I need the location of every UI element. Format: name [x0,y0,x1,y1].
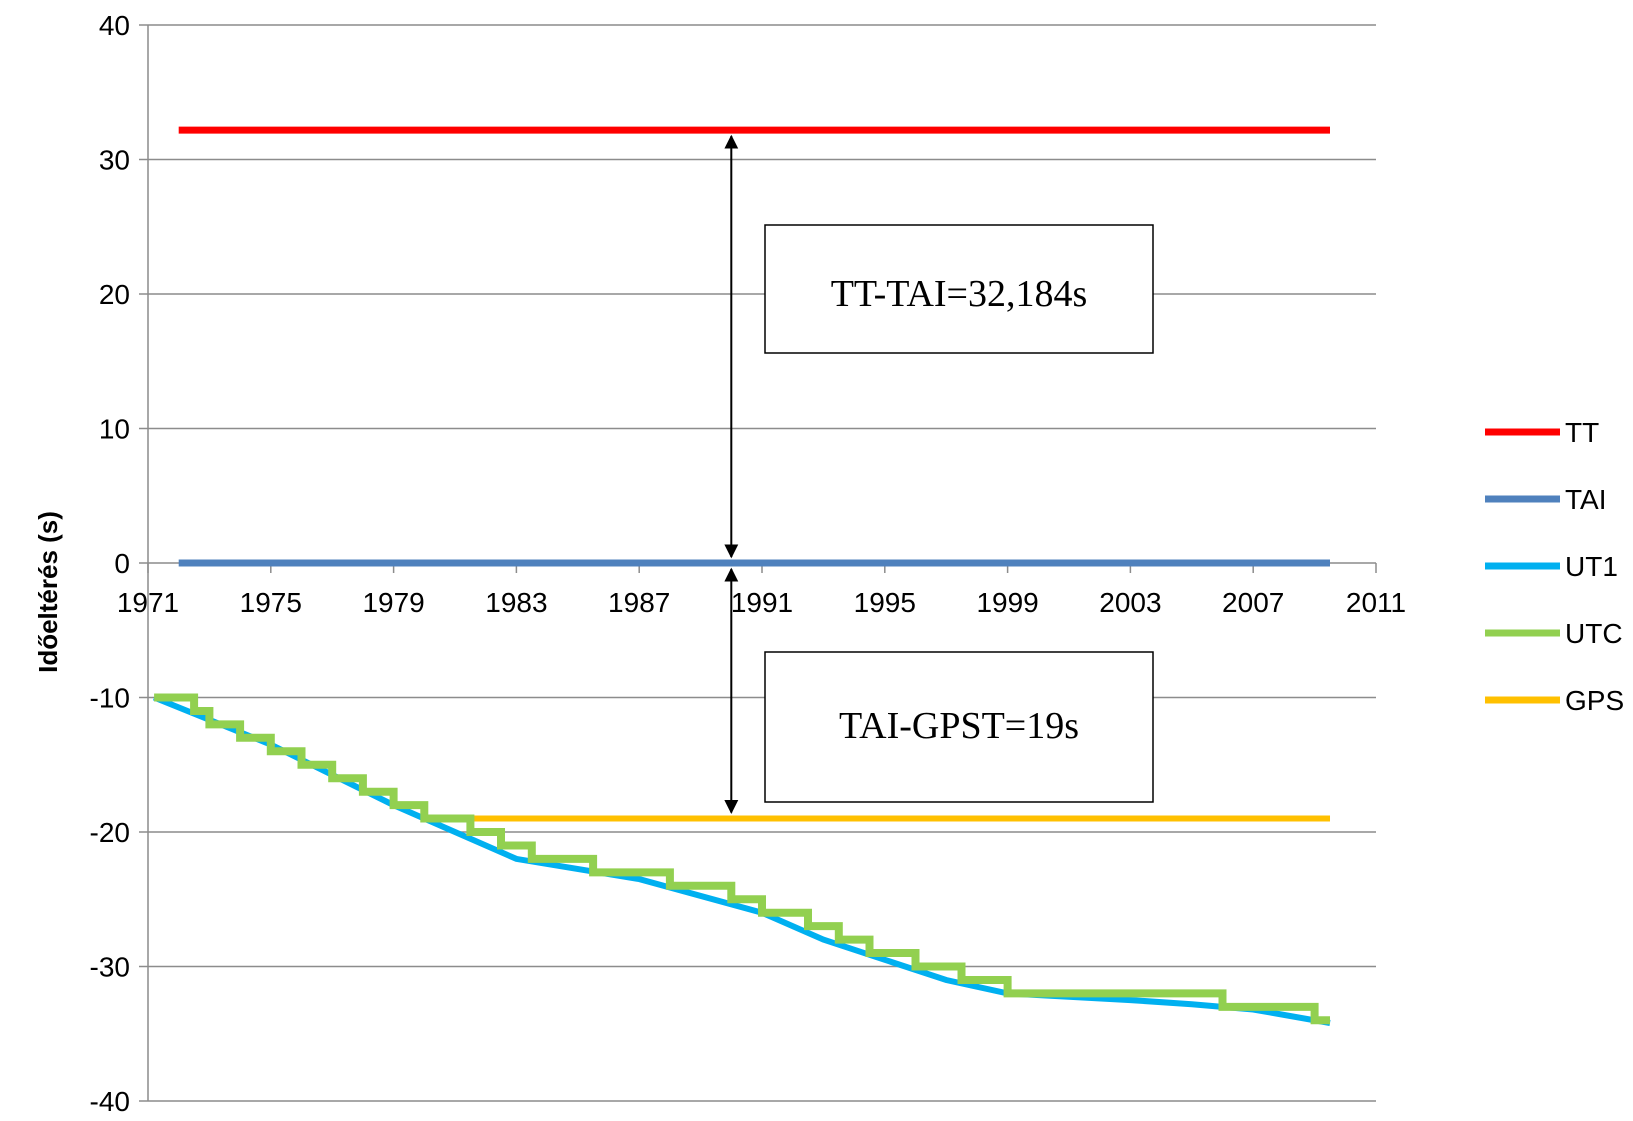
legend-label-tai: TAI [1565,484,1606,515]
x-tick-label: 1983 [485,587,547,618]
y-tick-label: 40 [99,10,130,41]
y-tick-label: 0 [114,548,130,579]
x-tick-label: 1987 [608,587,670,618]
x-tick-label: 1971 [117,587,179,618]
legend: TT TAI UT1 UTC GPS [1485,417,1624,716]
series-lines [152,126,1331,1026]
y-tick-label: 20 [99,279,130,310]
annotation-label: TAI-GPST=19s [839,705,1079,747]
series-line-utc [154,693,1330,1025]
y-tick-label: -20 [90,817,130,848]
y-tick-label: -40 [90,1086,130,1116]
annotations: TT-TAI=32,184s TAI-GPST=19s [724,134,1154,814]
legend-label-utc: UTC [1565,618,1623,649]
x-tick-label: 1991 [731,587,793,618]
y-tick-label: 10 [99,414,130,445]
legend-label-ut1: UT1 [1565,551,1618,582]
y-tick-label: 30 [99,145,130,176]
axes: 40 30 20 10 0 -10 -20 -30 -40 1971 1975 1979 1983 198… [90,10,1407,1117]
annotation-box [764,224,1154,354]
y-tick-label: -30 [90,952,130,983]
x-tick-label: 2007 [1222,587,1284,618]
x-tick-label: 1979 [362,587,424,618]
y-tick-label: -10 [90,683,130,714]
y-axis-title: Időeltérés (s) [33,511,63,673]
x-tick-label: 1975 [240,587,302,618]
x-tick-label: 2003 [1099,587,1161,618]
series-line-ut1 [152,694,1331,1026]
annotation-box [764,651,1154,803]
legend-label-tt: TT [1565,417,1599,448]
annotation-label: TT-TAI=32,184s [831,273,1088,315]
x-tick-label: 2011 [1346,587,1406,618]
grid-lines [148,24,1376,1102]
x-tick-label: 1995 [854,587,916,618]
x-tick-label: 1999 [976,587,1038,618]
legend-label-gps: GPS [1565,685,1624,716]
